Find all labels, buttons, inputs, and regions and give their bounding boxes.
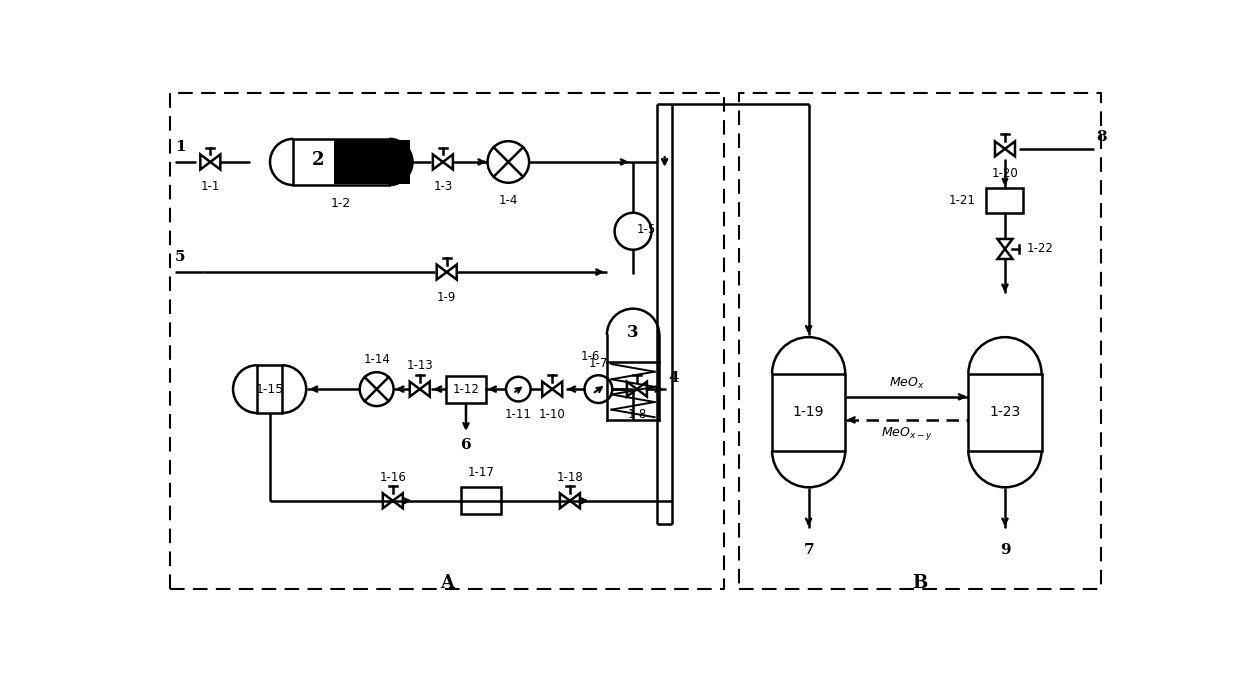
Text: 6: 6 [461,439,471,452]
Text: 1-11: 1-11 [506,408,532,420]
Text: 1-6: 1-6 [581,350,601,363]
Text: 1-2: 1-2 [331,197,352,210]
Polygon shape [389,139,413,185]
Bar [461,487,502,514]
Text: 1-5: 1-5 [637,223,657,236]
Text: MeO$_{x-y}$: MeO$_{x-y}$ [881,425,933,442]
Bar [256,365,282,413]
Text: 2: 2 [312,151,325,168]
Text: 1-4: 1-4 [498,193,518,207]
Text: 1-14: 1-14 [363,353,390,366]
Text: 1-7: 1-7 [589,357,608,370]
Text: 4: 4 [669,370,679,385]
Text: 9: 9 [1000,543,1010,557]
Bar [294,139,389,185]
Text: 1-1: 1-1 [201,180,221,193]
Text: 1-22: 1-22 [1027,243,1053,256]
Text: 1-9: 1-9 [437,291,456,304]
Text: 1-20: 1-20 [991,168,1018,180]
Text: 1-18: 1-18 [556,470,584,484]
Text: 1-19: 1-19 [793,405,824,419]
Bar [969,374,1042,451]
Text: 1-15: 1-15 [255,383,284,395]
Text: 8: 8 [1095,130,1106,144]
Text: 1-16: 1-16 [379,470,406,484]
Text: 7: 7 [803,543,814,557]
Text: 1-12: 1-12 [452,383,479,395]
Text: 3: 3 [627,324,639,341]
Text: 1-17: 1-17 [468,466,494,479]
Bar [986,188,1023,213]
Bar [772,374,845,451]
Bar [446,376,486,403]
Text: MeO$_x$: MeO$_x$ [888,377,924,391]
Text: 5: 5 [175,250,186,264]
Text: 1-23: 1-23 [990,405,1021,419]
Text: 1-10: 1-10 [539,408,565,420]
Bar [335,140,410,184]
Text: 1-13: 1-13 [406,359,434,372]
Text: A: A [440,574,453,592]
Text: 1-3: 1-3 [434,180,452,193]
Text: 1-21: 1-21 [949,194,976,207]
Text: 1: 1 [175,141,186,154]
Text: 1-8: 1-8 [627,408,647,420]
Text: B: B [913,574,928,592]
